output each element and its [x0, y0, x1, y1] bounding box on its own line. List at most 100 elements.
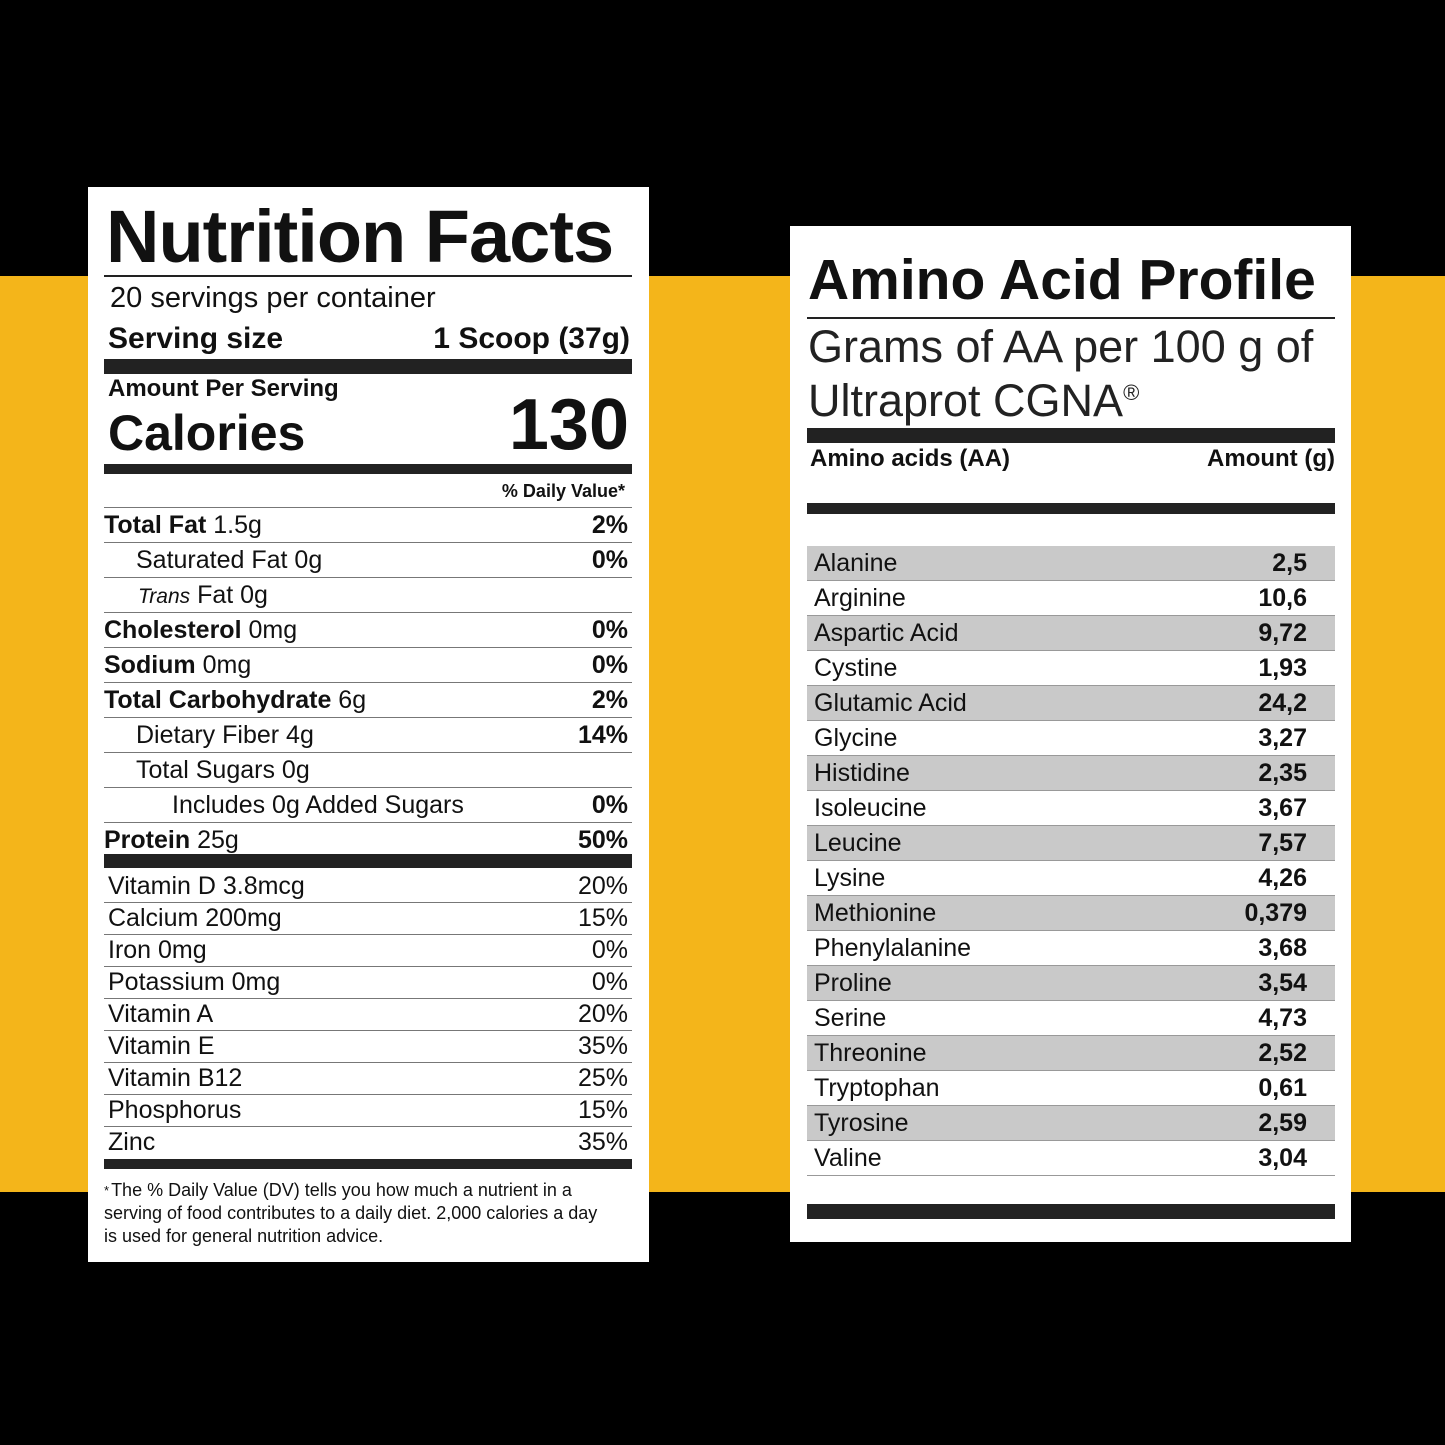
amino-amount: 4,26 [1258, 863, 1307, 892]
amino-name: Serine [814, 1003, 887, 1032]
amino-amount: 3,04 [1258, 1143, 1307, 1172]
medium-divider [807, 503, 1335, 514]
vitamin-name: Vitamin A [108, 1000, 214, 1028]
vitamin-row: Phosphorus 15% [104, 1094, 632, 1126]
nutrient-row: Cholesterol 0mg 0% [104, 612, 632, 647]
medium-divider [104, 1159, 632, 1169]
vitamin-row: Vitamin D 3.8mcg 20% [104, 870, 632, 902]
nutrient-amount: Includes 0g Added Sugars [172, 790, 464, 819]
amino-row: Isoleucine 3,67 [807, 791, 1335, 826]
amino-row: Arginine 10,6 [807, 581, 1335, 616]
amino-row: Phenylalanine 3,68 [807, 931, 1335, 966]
vitamin-name: Phosphorus [108, 1096, 242, 1124]
nutrient-amount: Saturated Fat 0g [136, 545, 323, 574]
nutrient-name: Trans Fat 0g [104, 581, 268, 610]
amino-amount: 10,6 [1258, 583, 1307, 612]
amino-amount: 2,35 [1258, 758, 1307, 787]
amino-row: Leucine 7,57 [807, 826, 1335, 861]
vitamin-daily-value: 20% [577, 871, 628, 900]
vitamin-name: Potassium 0mg [108, 968, 281, 996]
nutrition-title: Nutrition Facts [106, 195, 614, 278]
amino-row: Threonine 2,52 [807, 1036, 1335, 1071]
amino-row: Proline 3,54 [807, 966, 1335, 1001]
amino-name: Proline [814, 968, 892, 997]
amino-amount: 9,72 [1258, 618, 1307, 647]
vitamin-row: Vitamin A 20% [104, 998, 632, 1030]
amino-row: Tyrosine 2,59 [807, 1106, 1335, 1141]
amino-amount: 3,68 [1258, 933, 1307, 962]
nutrient-row: Includes 0g Added Sugars 0% [104, 787, 632, 822]
nutrient-amount: 6g [331, 685, 367, 714]
nutrient-daily-value: 14% [577, 720, 628, 749]
nutrient-daily-value: 0% [591, 650, 628, 679]
nutrient-name: Dietary Fiber 4g [104, 721, 314, 750]
nutrient-row: Total Carbohydrate 6g 2% [104, 682, 632, 717]
nutrient-row: Trans Fat 0g [104, 577, 632, 612]
amino-name: Cystine [814, 653, 898, 682]
nutrient-name: Sodium 0mg [104, 651, 251, 680]
nutrient-daily-value: 0% [591, 790, 628, 819]
amino-title: Amino Acid Profile [808, 248, 1316, 312]
nutrient-name-bold: Cholesterol [104, 615, 242, 644]
amino-row: Serine 4,73 [807, 1001, 1335, 1036]
nutrient-daily-value: 50% [577, 825, 628, 854]
amino-row: Valine 3,04 [807, 1141, 1335, 1176]
nutrient-amount: 0mg [195, 650, 252, 679]
column-amount: Amount (g) [1207, 445, 1335, 472]
amino-row: Lysine 4,26 [807, 861, 1335, 896]
amino-name: Histidine [814, 758, 910, 787]
nutrient-name: Protein 25g [104, 826, 239, 855]
nutrient-amount: 0mg [241, 615, 298, 644]
nutrient-amount: 25g [190, 825, 239, 854]
vitamin-name: Zinc [108, 1128, 156, 1156]
nutrient-daily-value: 0% [591, 615, 628, 644]
nutrient-amount: Dietary Fiber 4g [136, 720, 314, 749]
amino-name: Aspartic Acid [814, 618, 959, 647]
vitamin-row: Vitamin E 35% [104, 1030, 632, 1062]
footnote-marker: * [104, 1183, 110, 1198]
amino-row: Methionine 0,379 [807, 896, 1335, 931]
amino-row: Glutamic Acid 24,2 [807, 686, 1335, 721]
vitamin-row: Zinc 35% [104, 1126, 632, 1158]
amino-name: Valine [814, 1143, 882, 1172]
medium-divider [104, 464, 632, 474]
nutrient-name: Total Fat 1.5g [104, 511, 262, 540]
thick-divider [807, 1204, 1335, 1219]
nutrient-name-bold: Total Fat [104, 510, 207, 539]
serving-size-label: Serving size [108, 322, 284, 355]
vitamin-daily-value: 15% [577, 904, 628, 932]
vitamin-row: Potassium 0mg 0% [104, 966, 632, 998]
amino-amount: 2,5 [1272, 548, 1307, 577]
amino-row: Histidine 2,35 [807, 756, 1335, 791]
amino-name: Threonine [814, 1038, 927, 1067]
nutrient-daily-value: 2% [591, 685, 628, 714]
footnote: * The % Daily Value (DV) tells you how mu… [104, 1179, 614, 1248]
amino-amount: 3,27 [1258, 723, 1307, 752]
nutrient-name-bold: Total Carbohydrate [104, 685, 332, 714]
amino-acid-panel: Amino Acid Profile Grams of AA per 100 g… [790, 226, 1351, 1242]
nutrient-name-bold: Sodium [104, 650, 196, 679]
amino-subtitle: Grams of AA per 100 g of Ultraprot CGNA® [808, 324, 1338, 424]
divider [807, 317, 1335, 319]
vitamin-rows: Vitamin D 3.8mcg 20% Calcium 200mg 15% Iron … [104, 870, 632, 1158]
thick-divider [104, 854, 632, 868]
nutrient-name: Includes 0g Added Sugars [104, 791, 464, 820]
amino-amount: 24,2 [1258, 688, 1307, 717]
amino-name: Glutamic Acid [814, 688, 967, 717]
amino-amount: 0,379 [1244, 898, 1307, 927]
vitamin-row: Iron 0mg 0% [104, 934, 632, 966]
amino-amount: 2,52 [1258, 1038, 1307, 1067]
nutrient-name-italic: Trans [138, 584, 191, 608]
amino-name: Lysine [814, 863, 886, 892]
serving-size-value: 1 Scoop (37g) [433, 322, 630, 355]
nutrient-amount: Fat 0g [190, 580, 268, 609]
nutrient-amount: Total Sugars 0g [136, 755, 310, 784]
vitamin-name: Calcium 200mg [108, 904, 282, 932]
daily-value-header: % Daily Value* [501, 481, 625, 501]
amino-amount: 1,93 [1258, 653, 1307, 682]
amino-name: Methionine [814, 898, 937, 927]
vitamin-daily-value: 20% [577, 1000, 628, 1028]
serving-size: Serving size 1 Scoop (37g) [108, 321, 630, 357]
divider [104, 275, 632, 277]
amino-amount: 3,54 [1258, 968, 1307, 997]
